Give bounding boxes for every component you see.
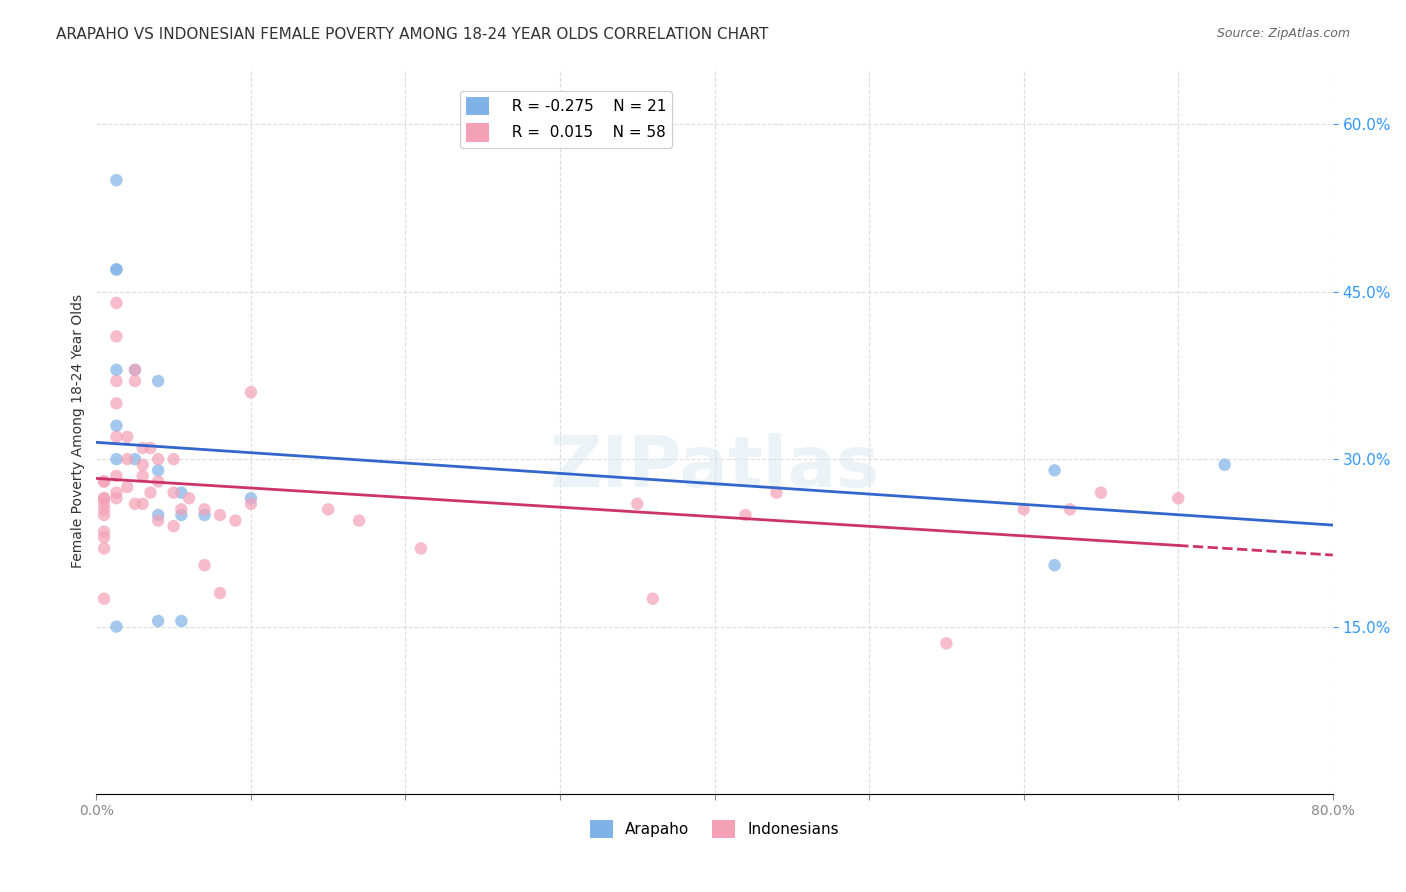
Point — [105, 173, 128, 187]
Point — [193, 558, 215, 573]
Point — [162, 452, 184, 467]
Point — [208, 508, 231, 522]
Point — [124, 363, 146, 377]
Point — [132, 497, 155, 511]
Point — [316, 502, 339, 516]
Point — [146, 614, 169, 628]
Point — [1167, 491, 1189, 506]
Point — [626, 497, 648, 511]
Point — [105, 491, 128, 506]
Point — [1043, 463, 1066, 477]
Point — [93, 508, 115, 522]
Point — [105, 329, 128, 343]
Point — [1043, 558, 1066, 573]
Point — [93, 475, 115, 489]
Point — [641, 591, 664, 606]
Point — [132, 469, 155, 483]
Point — [162, 519, 184, 533]
Point — [146, 374, 169, 388]
Point — [105, 262, 128, 277]
Point — [208, 586, 231, 600]
Point — [170, 502, 193, 516]
Point — [1090, 485, 1112, 500]
Point — [93, 491, 115, 506]
Point — [765, 485, 787, 500]
Legend: Arapaho, Indonesians: Arapaho, Indonesians — [583, 814, 845, 845]
Text: ARAPAHO VS INDONESIAN FEMALE POVERTY AMONG 18-24 YEAR OLDS CORRELATION CHART: ARAPAHO VS INDONESIAN FEMALE POVERTY AMO… — [56, 27, 769, 42]
Point — [93, 591, 115, 606]
Point — [105, 363, 128, 377]
Point — [1059, 502, 1081, 516]
Point — [132, 458, 155, 472]
Point — [124, 452, 146, 467]
Point — [935, 636, 957, 650]
Point — [146, 514, 169, 528]
Point — [162, 485, 184, 500]
Point — [170, 508, 193, 522]
Point — [93, 475, 115, 489]
Point — [105, 469, 128, 483]
Point — [124, 363, 146, 377]
Point — [239, 385, 262, 400]
Point — [105, 430, 128, 444]
Point — [93, 541, 115, 556]
Text: ZIPatlas: ZIPatlas — [550, 433, 880, 502]
Point — [146, 475, 169, 489]
Point — [193, 502, 215, 516]
Point — [105, 262, 128, 277]
Point — [117, 430, 139, 444]
Point — [93, 502, 115, 516]
Point — [105, 396, 128, 410]
Point — [170, 614, 193, 628]
Point — [117, 452, 139, 467]
Point — [124, 374, 146, 388]
Point — [105, 374, 128, 388]
Point — [105, 619, 128, 633]
Point — [177, 491, 200, 506]
Point — [409, 541, 432, 556]
Point — [105, 418, 128, 433]
Point — [93, 524, 115, 539]
Point — [93, 497, 115, 511]
Point — [93, 530, 115, 544]
Point — [132, 441, 155, 455]
Point — [146, 508, 169, 522]
Text: Source: ZipAtlas.com: Source: ZipAtlas.com — [1216, 27, 1350, 40]
Point — [239, 491, 262, 506]
Point — [105, 452, 128, 467]
Point — [105, 296, 128, 310]
Point — [239, 497, 262, 511]
Point — [1012, 502, 1035, 516]
Point — [105, 485, 128, 500]
Point — [146, 452, 169, 467]
Point — [139, 485, 162, 500]
Point — [734, 508, 756, 522]
Point — [117, 480, 139, 494]
Point — [1213, 458, 1236, 472]
Point — [347, 514, 370, 528]
Point — [146, 463, 169, 477]
Point — [139, 441, 162, 455]
Point — [124, 497, 146, 511]
Point — [170, 485, 193, 500]
Point — [224, 514, 246, 528]
Y-axis label: Female Poverty Among 18-24 Year Olds: Female Poverty Among 18-24 Year Olds — [72, 294, 86, 568]
Point — [193, 508, 215, 522]
Point — [93, 491, 115, 506]
